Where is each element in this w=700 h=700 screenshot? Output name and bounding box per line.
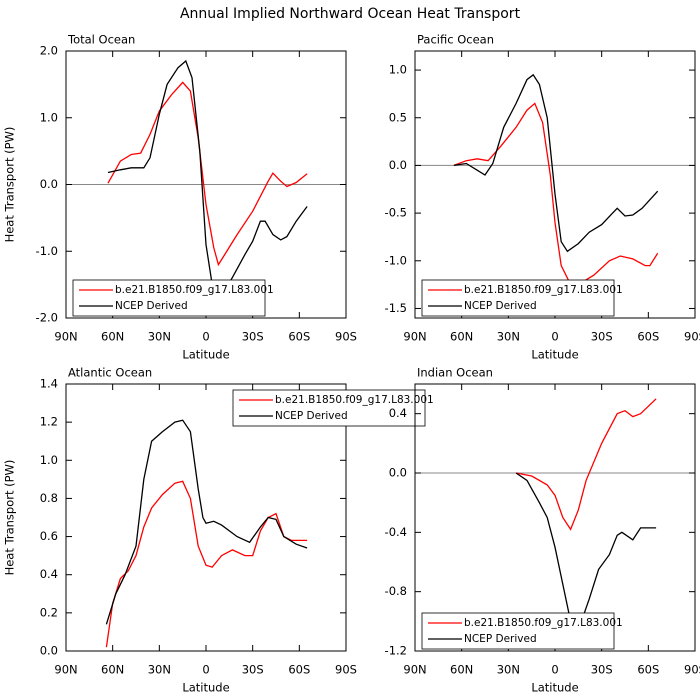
x-tick-label: 30S: [242, 663, 264, 677]
y-axis-label: Heat Transport (PW): [3, 460, 17, 576]
y-tick-label: 0.0: [389, 158, 407, 172]
x-axis-label: Latitude: [182, 681, 229, 695]
y-tick-label: 0.0: [389, 466, 407, 480]
x-tick-label: 90N: [54, 663, 77, 677]
x-tick-label: 30S: [591, 330, 613, 344]
y-tick-label: 0.4: [40, 567, 58, 581]
x-tick-label: 90N: [54, 330, 77, 344]
x-tick-label: 30N: [148, 663, 171, 677]
panel-title: Total Ocean: [67, 33, 135, 47]
y-tick-label: -0.5: [385, 206, 407, 220]
y-tick-label: 0.0: [40, 644, 58, 658]
x-tick-label: 90N: [403, 330, 426, 344]
y-tick-label: -1.5: [385, 301, 407, 315]
x-tick-label: 30S: [242, 330, 264, 344]
panel: Atlantic Ocean 0.0 0.2 0.4 0.6 0.8 1.0 1.2 1.4 90…: [3, 366, 434, 695]
legend-box: [72, 279, 266, 317]
x-tick-label: 60N: [450, 663, 473, 677]
series-line: [515, 472, 657, 630]
y-tick-label: -0.8: [385, 584, 407, 598]
plot-frame: [65, 383, 347, 652]
x-tick-label: 60S: [288, 663, 310, 677]
panel: Indian Ocean -1.2 -0.8 -0.4 0.0 0.4 90N 60N 30N 0…: [385, 366, 700, 695]
legend-label: NCEP Derived: [275, 410, 348, 422]
panel-title: Indian Ocean: [417, 366, 493, 380]
x-tick-label: 90N: [403, 663, 426, 677]
panel: Total Ocean -2.0 -1.0 0.0 1.0 2.0 90N 60N 30N 0 30…: [3, 33, 357, 362]
y-tick-label: 0.8: [40, 491, 58, 505]
x-tick-label: 0: [551, 663, 558, 677]
y-tick-label: 0.6: [40, 529, 58, 543]
y-tick-label: 0.4: [389, 406, 407, 420]
y-tick-label: 0.5: [389, 110, 407, 124]
y-tick-label: 0.2: [40, 605, 58, 619]
x-tick-label: 90S: [335, 663, 357, 677]
x-tick-label: 30N: [497, 663, 520, 677]
legend-label: b.e21.B1850.f09_g17.L83.001: [464, 617, 623, 629]
y-tick-label: -1.0: [36, 244, 58, 258]
x-tick-label: 30S: [591, 663, 613, 677]
x-tick-label: 0: [551, 330, 558, 344]
plot-frame: [65, 50, 347, 319]
y-tick-label: -2.0: [36, 311, 58, 325]
series-line: [453, 102, 659, 286]
figure-title: Annual Implied Northward Ocean Heat Tran…: [180, 6, 521, 22]
series-line: [105, 419, 308, 625]
series-line: [105, 480, 308, 648]
legend-box: [421, 612, 615, 650]
y-tick-label: -1.0: [385, 253, 407, 267]
panel-title: Pacific Ocean: [417, 33, 494, 47]
x-tick-label: 30N: [497, 330, 520, 344]
x-tick-label: 90S: [684, 330, 700, 344]
y-axis-label: Heat Transport (PW): [3, 127, 17, 243]
x-axis-label: Latitude: [182, 348, 229, 362]
series-line: [515, 398, 657, 531]
y-tick-label: -1.2: [385, 644, 407, 658]
x-tick-label: 90S: [684, 663, 700, 677]
y-tick-label: 1.2: [40, 415, 58, 429]
legend-label: NCEP Derived: [464, 300, 537, 312]
panel-title: Atlantic Ocean: [68, 366, 152, 380]
legend-label: b.e21.B1850.f09_g17.L83.001: [275, 394, 434, 406]
x-tick-label: 30N: [148, 330, 171, 344]
legend-label: b.e21.B1850.f09_g17.L83.001: [115, 284, 274, 296]
legend-label: NCEP Derived: [464, 633, 537, 645]
x-tick-label: 60N: [101, 330, 124, 344]
y-tick-label: 1.0: [40, 453, 58, 467]
series-line: [107, 81, 308, 267]
legend-box: [232, 389, 426, 427]
y-tick-label: 2.0: [40, 44, 58, 58]
legend-box: [421, 279, 615, 317]
plot-frame: [414, 50, 696, 319]
y-tick-label: 0.0: [40, 177, 58, 191]
legend-label: b.e21.B1850.f09_g17.L83.001: [464, 284, 623, 296]
plot-frame: [414, 383, 696, 652]
x-axis-label: Latitude: [531, 348, 578, 362]
series-line: [453, 73, 659, 253]
y-tick-label: 1.0: [389, 63, 407, 77]
x-tick-label: 60N: [101, 663, 124, 677]
x-tick-label: 60S: [288, 330, 310, 344]
y-tick-label: 1.0: [40, 110, 58, 124]
y-tick-label: 1.4: [40, 377, 58, 391]
x-tick-label: 60S: [637, 330, 659, 344]
panel: Pacific Ocean -1.5 -1.0 -0.5 0.0 0.5 1.0 90N 60N…: [385, 33, 700, 362]
x-tick-label: 60S: [637, 663, 659, 677]
x-tick-label: 0: [202, 663, 209, 677]
y-tick-label: -0.4: [385, 525, 407, 539]
legend-label: NCEP Derived: [115, 300, 188, 312]
x-axis-label: Latitude: [531, 681, 578, 695]
x-tick-label: 0: [202, 330, 209, 344]
x-tick-label: 60N: [450, 330, 473, 344]
x-tick-label: 90S: [335, 330, 357, 344]
